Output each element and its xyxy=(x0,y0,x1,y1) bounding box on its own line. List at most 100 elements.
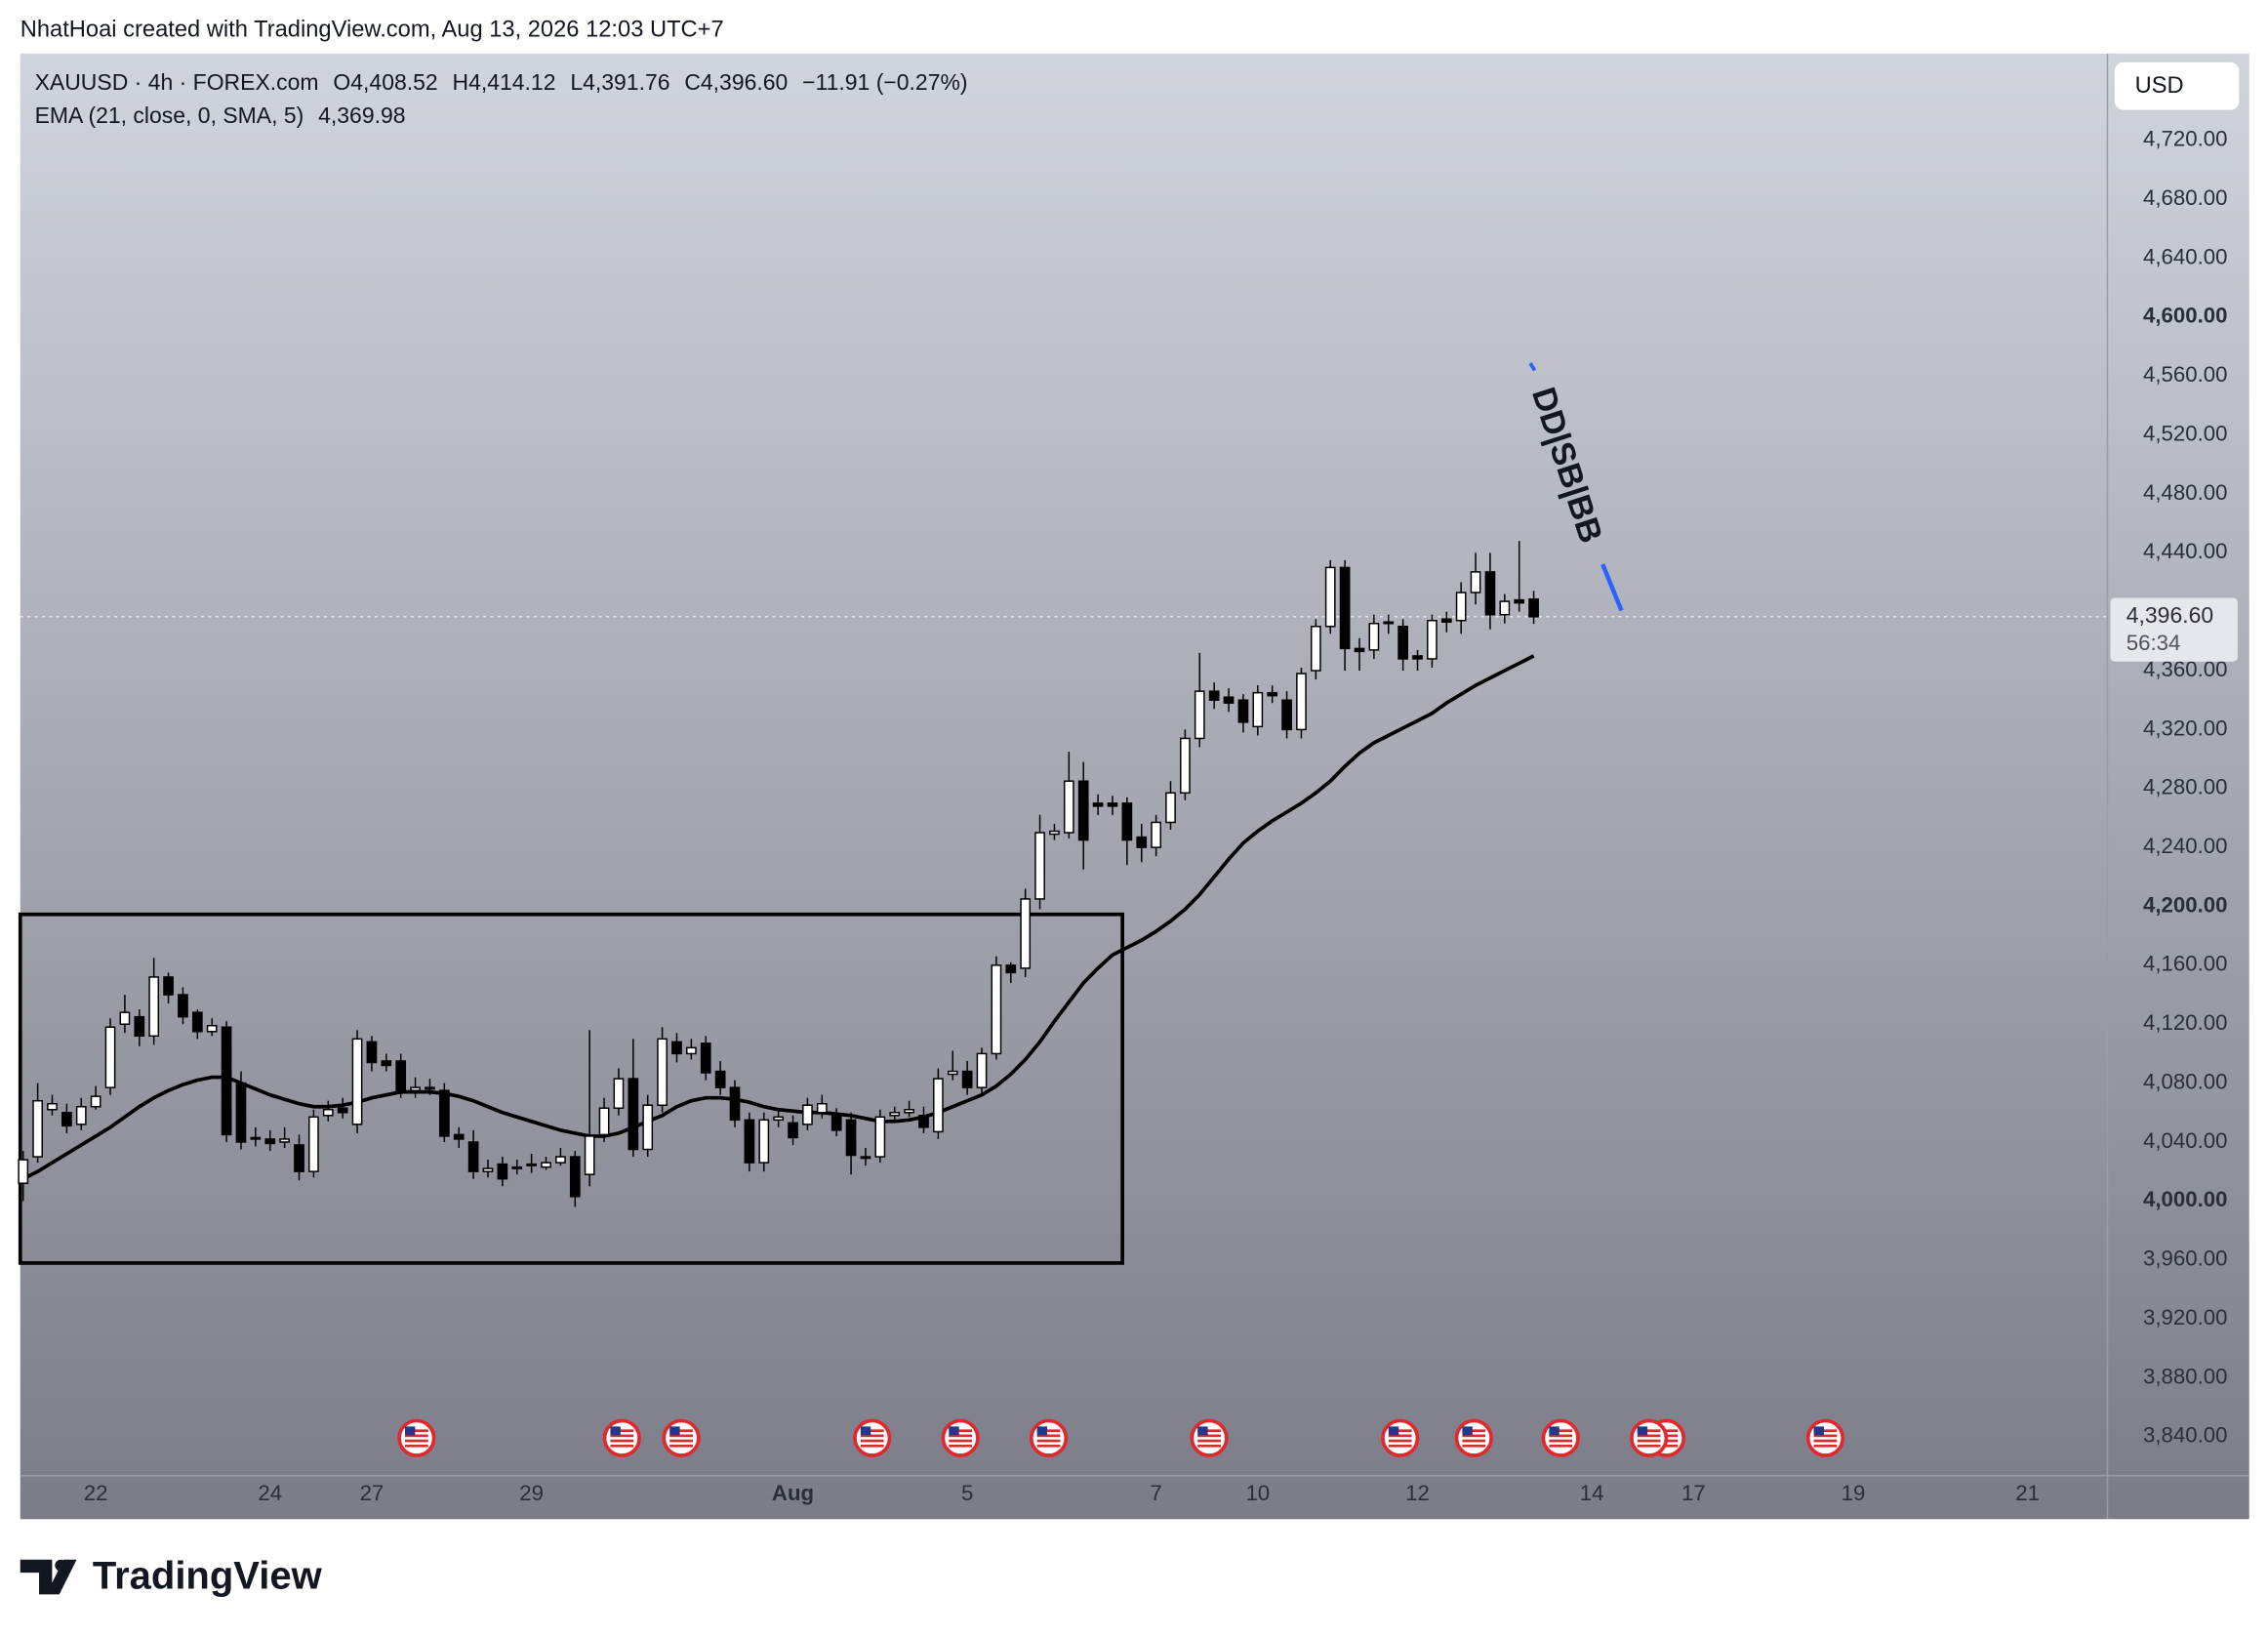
currency-button[interactable] xyxy=(2114,61,2240,110)
candle-body xyxy=(235,1082,247,1143)
x-tick-label: 29 xyxy=(519,1481,544,1505)
x-tick-label: 24 xyxy=(258,1481,282,1505)
y-tick-label: 4,120.00 xyxy=(2143,1010,2228,1035)
flag-stripe xyxy=(610,1439,634,1443)
candle-body xyxy=(1440,618,1452,623)
flag-stripe xyxy=(405,1429,428,1433)
candle-body xyxy=(90,1095,101,1108)
flag-stripe xyxy=(1462,1444,1486,1448)
candle-body xyxy=(1208,690,1220,701)
x-tick-label: 27 xyxy=(360,1481,385,1505)
flag-stripe xyxy=(860,1434,884,1438)
candle-body xyxy=(1339,566,1351,650)
candle-body xyxy=(47,1102,58,1111)
flag-stripe xyxy=(1388,1439,1412,1443)
candle-body xyxy=(1484,571,1496,616)
candle-body xyxy=(933,1078,944,1133)
y-tick-label: 3,960.00 xyxy=(2143,1247,2228,1271)
candle-body xyxy=(410,1086,421,1091)
flag-stripe xyxy=(405,1434,428,1438)
flag-canton xyxy=(1462,1426,1473,1436)
candle-body xyxy=(816,1102,828,1114)
y-tick-label: 4,040.00 xyxy=(2143,1128,2228,1153)
candle-body xyxy=(598,1107,610,1136)
flag-ring xyxy=(1630,1418,1669,1457)
flag-canton xyxy=(1197,1426,1208,1436)
flag-stripe xyxy=(1813,1439,1838,1443)
candle-body xyxy=(569,1156,581,1198)
flag-stripe xyxy=(949,1444,973,1448)
flag-stripe xyxy=(1197,1444,1221,1448)
candle-body xyxy=(104,1026,116,1088)
candle-body xyxy=(1034,832,1045,900)
candle-body xyxy=(134,1015,145,1038)
candle-body xyxy=(279,1138,290,1143)
currency[interactable]: USD xyxy=(2135,73,2184,99)
candle-body xyxy=(714,1070,726,1088)
candle-body xyxy=(541,1162,551,1168)
flag-canton xyxy=(610,1426,621,1436)
candle-body xyxy=(75,1105,87,1125)
credit: NhatHoai created with TradingView.com, A… xyxy=(20,17,724,42)
x-tick-label: 5 xyxy=(961,1481,973,1505)
candle-body xyxy=(308,1116,319,1172)
flag-stripe xyxy=(949,1439,973,1443)
drawing-line xyxy=(1600,563,1624,612)
y-tick-label: 4,560.00 xyxy=(2143,362,2228,387)
event-flag xyxy=(853,1418,892,1457)
range-box xyxy=(18,912,1124,1265)
y-tick-label: 4,440.00 xyxy=(2143,539,2228,563)
candle-body xyxy=(758,1119,770,1164)
candle-body xyxy=(322,1109,334,1117)
candle-body xyxy=(178,994,188,1018)
candle-body xyxy=(381,1060,392,1067)
chart-panel xyxy=(20,53,2249,1520)
flag-ring xyxy=(853,1418,892,1457)
candle-body xyxy=(976,1052,988,1088)
event-flag xyxy=(941,1418,980,1457)
flag-stripe xyxy=(949,1429,973,1433)
drawing-tick xyxy=(1528,362,1537,372)
candle-body xyxy=(1005,964,1017,974)
candle-body xyxy=(1397,626,1408,660)
x-tick-label: Aug xyxy=(772,1481,814,1505)
candle-body xyxy=(1136,836,1148,848)
candle-body xyxy=(1165,792,1176,824)
candle-body xyxy=(671,1041,682,1055)
flag-canton xyxy=(1036,1426,1048,1436)
candle-body xyxy=(32,1099,43,1158)
legend-indicator: EMA (21, close, 0, SMA, 5) xyxy=(35,102,304,128)
flag-stripe xyxy=(1388,1434,1412,1438)
flag-ring xyxy=(1029,1418,1069,1457)
candle-body xyxy=(497,1163,508,1180)
candle-body xyxy=(773,1116,785,1122)
last-price-box xyxy=(2110,597,2238,662)
candle-body xyxy=(250,1136,262,1140)
candle-body xyxy=(1077,780,1089,841)
candle-body xyxy=(366,1041,378,1064)
candle-body xyxy=(482,1167,494,1172)
candle-body xyxy=(1281,699,1292,731)
flag-stripe xyxy=(1036,1429,1061,1433)
candle-body xyxy=(1383,621,1395,625)
flag-stripe xyxy=(669,1429,693,1433)
x-tick-label: 22 xyxy=(84,1481,108,1505)
event-flag xyxy=(1454,1418,1493,1457)
flag-stripe xyxy=(669,1434,693,1438)
candle-body xyxy=(148,976,160,1038)
y-tick-label: 4,480.00 xyxy=(2143,480,2228,505)
flag-stripe xyxy=(860,1444,884,1448)
candle-body xyxy=(1151,821,1161,848)
flag-canton xyxy=(669,1426,680,1436)
flag-stripe xyxy=(1197,1429,1221,1433)
candle-body xyxy=(860,1156,871,1160)
y-tick-label: 4,200.00 xyxy=(2143,892,2228,917)
candle-body xyxy=(628,1078,639,1151)
flag-stripe xyxy=(405,1444,428,1448)
legend-change: −11.91 (−0.27%) xyxy=(802,69,967,95)
flag-canton xyxy=(1388,1426,1399,1436)
candle-body xyxy=(729,1086,741,1122)
candle-body xyxy=(294,1144,304,1172)
x-tick-label: 21 xyxy=(2015,1481,2040,1505)
flag-ring xyxy=(397,1418,436,1457)
